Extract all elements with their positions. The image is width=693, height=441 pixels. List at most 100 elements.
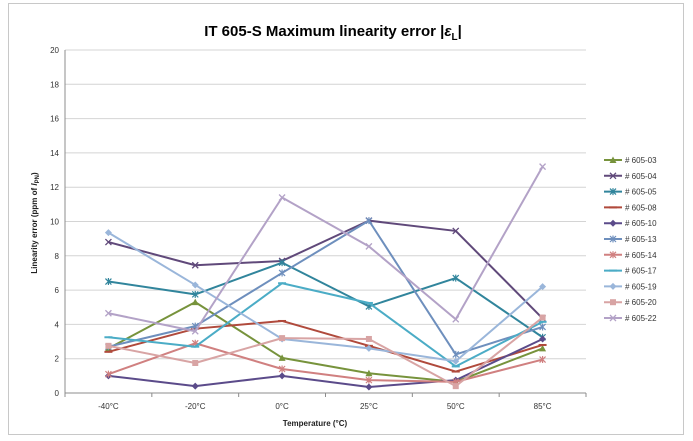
data-point — [104, 370, 112, 378]
series-605-10 — [104, 335, 547, 391]
legend-item: # 605-05 — [604, 188, 657, 197]
legend-item: # 605-13 — [604, 235, 657, 244]
data-point — [278, 269, 286, 277]
series-line — [108, 261, 544, 339]
legend-label: # 605-14 — [625, 251, 657, 260]
series-line — [107, 301, 543, 383]
data-point — [539, 356, 547, 364]
series-layer — [104, 163, 547, 391]
series-line — [107, 231, 544, 363]
data-point — [104, 278, 112, 286]
data-point — [452, 227, 460, 235]
x-tick-label: 0°C — [275, 402, 289, 411]
y-tick-label: 12 — [50, 183, 59, 192]
legend-label: # 605-10 — [625, 219, 657, 228]
data-point — [539, 314, 546, 321]
x-tick-label: 85°C — [534, 402, 552, 411]
data-point — [452, 274, 460, 282]
data-point — [365, 383, 373, 391]
data-point — [105, 342, 112, 349]
legend-label: # 605-05 — [625, 188, 657, 197]
data-point — [539, 163, 547, 171]
data-point — [104, 309, 112, 317]
series-line — [108, 219, 544, 320]
data-point — [365, 344, 373, 352]
y-tick-label: 10 — [50, 218, 59, 227]
series-line — [108, 342, 543, 383]
series-605-03 — [104, 298, 547, 385]
legend-label: # 605-08 — [625, 203, 657, 212]
data-point — [539, 283, 547, 291]
series-line — [108, 319, 543, 373]
axis-layer: 0 2 4 6 8 10 12 14 16 18 20 -40°C -20°C 0°C 25°C 50°C 85… — [50, 46, 587, 411]
legend-marker — [610, 299, 616, 306]
legend-label: # 605-22 — [625, 314, 657, 323]
line-chart: 0 2 4 6 8 10 12 14 16 18 20 -40°C -20°C 0°C 25°C 50°C 85… — [30, 23, 657, 428]
data-point — [452, 383, 459, 390]
data-point — [539, 323, 547, 331]
data-point — [365, 369, 373, 377]
legend-item: # 605-08 — [604, 203, 657, 212]
data-point — [539, 344, 547, 352]
data-point — [452, 350, 460, 358]
series-line — [108, 282, 544, 368]
data-point — [191, 382, 199, 390]
legend-marker — [609, 172, 617, 180]
legend-label: # 605-13 — [625, 235, 657, 244]
y-tick-label: 0 — [55, 389, 60, 398]
data-point — [191, 281, 199, 289]
data-point — [278, 354, 286, 361]
legend-marker — [609, 235, 617, 243]
legend-marker — [609, 314, 617, 322]
series-605-17 — [104, 282, 547, 368]
legend-item: # 605-10 — [604, 219, 657, 228]
y-tick-label: 8 — [55, 252, 60, 261]
data-point — [191, 327, 199, 335]
data-point — [278, 259, 286, 267]
data-point — [191, 261, 199, 269]
data-point — [539, 335, 547, 343]
legend: # 605-03 # 605-04 # 605-05 # 605-08 # 605-10… — [604, 156, 657, 323]
series-605-22 — [104, 163, 547, 335]
legend-item: # 605-20 — [604, 298, 657, 307]
x-tick-label: -40°C — [98, 402, 119, 411]
y-tick-label: 16 — [50, 115, 59, 124]
data-point — [192, 359, 199, 366]
data-point — [278, 365, 286, 373]
legend-label: # 605-19 — [625, 282, 657, 291]
y-axis-title: Linearity error (ppm of IPN) — [30, 172, 41, 274]
series-line — [108, 316, 544, 388]
y-tick-label: 14 — [50, 149, 59, 158]
data-point — [191, 290, 199, 298]
data-point — [452, 357, 460, 365]
series-line — [108, 166, 544, 333]
series-605-13 — [104, 217, 547, 358]
y-tick-label: 6 — [55, 286, 60, 295]
legend-item: # 605-04 — [604, 172, 657, 181]
data-point — [452, 315, 460, 323]
data-point — [365, 335, 372, 342]
y-tick-label: 20 — [50, 46, 59, 55]
y-tick-label: 4 — [55, 320, 60, 329]
legend-label: # 605-03 — [625, 156, 657, 165]
legend-item: # 605-03 — [604, 156, 657, 165]
series-line — [108, 338, 544, 388]
legend-marker — [609, 188, 617, 196]
data-point — [365, 376, 373, 384]
x-tick-label: -20°C — [185, 402, 206, 411]
series-605-14 — [104, 339, 547, 386]
chart-frame: 0 2 4 6 8 10 12 14 16 18 20 -40°C -20°C 0°C 25°C 50°C 85… — [8, 3, 684, 435]
legend-item: # 605-22 — [604, 314, 657, 323]
legend-item: # 605-14 — [604, 251, 657, 260]
data-point — [278, 194, 286, 201]
legend-marker — [609, 282, 617, 290]
data-point — [104, 229, 112, 237]
series-605-20 — [105, 314, 546, 390]
legend-marker — [609, 219, 617, 227]
legend-item: # 605-17 — [604, 267, 657, 276]
legend-label: # 605-20 — [625, 298, 657, 307]
data-point — [278, 372, 286, 380]
legend-marker — [609, 251, 617, 259]
y-tick-label: 18 — [50, 80, 59, 89]
data-point — [104, 238, 112, 246]
